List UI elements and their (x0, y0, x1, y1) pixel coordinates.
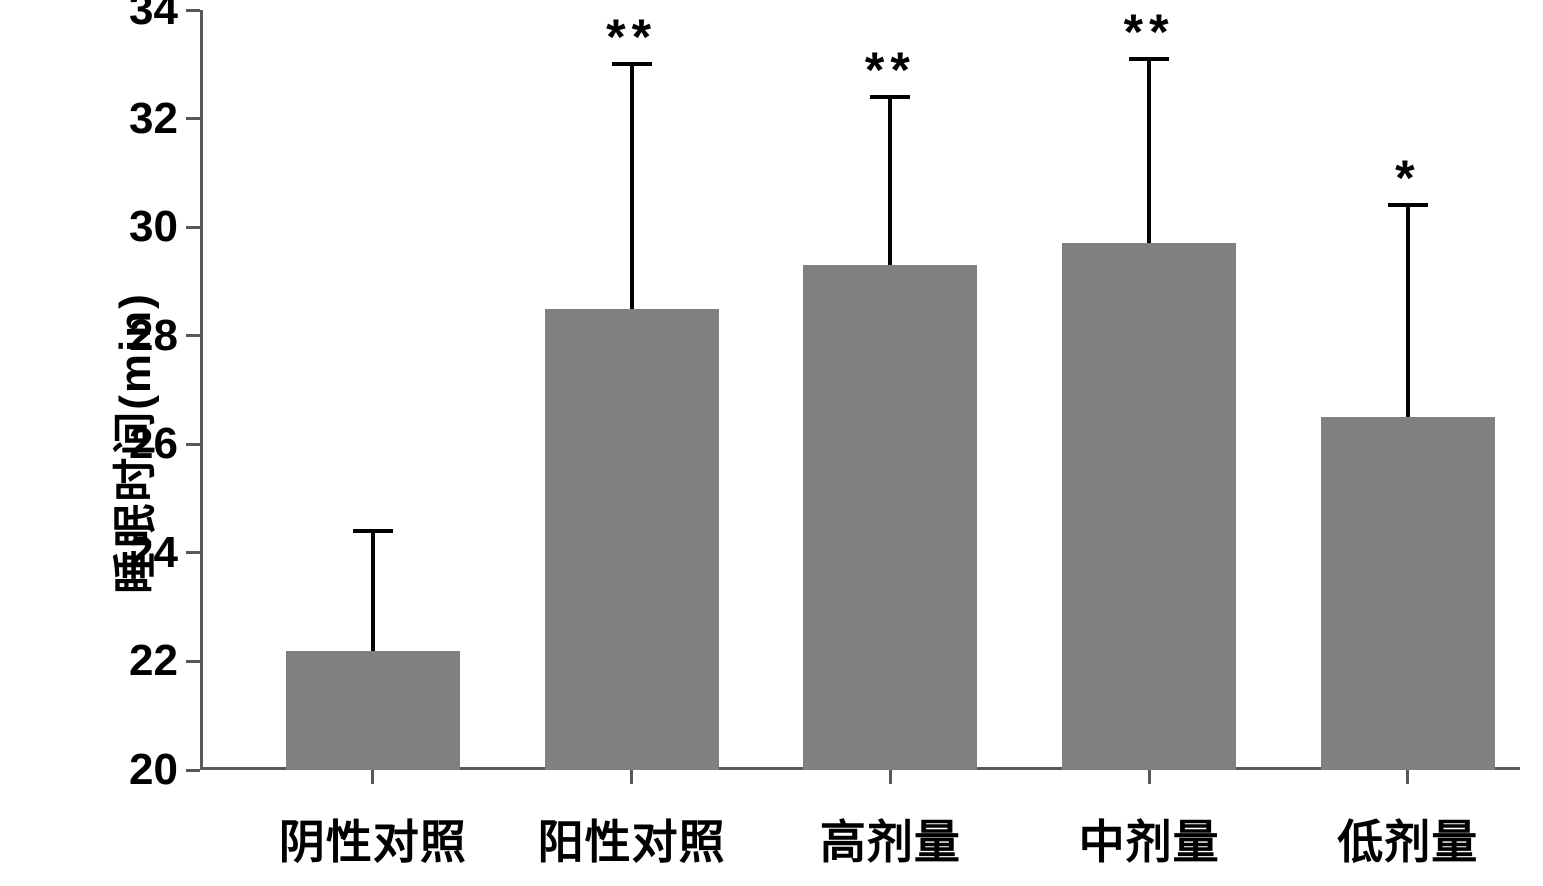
x-category-label: 中剂量 (1079, 806, 1220, 872)
error-bar-cap (353, 529, 393, 533)
y-tick-label: 26 (129, 419, 200, 469)
error-bar-stem (888, 97, 892, 265)
y-tick-label: 32 (129, 94, 200, 144)
error-bar-stem (630, 64, 634, 308)
x-tick (889, 770, 892, 784)
y-tick-label: 22 (129, 636, 200, 686)
significance-mark: ** (606, 8, 657, 66)
significance-mark: * (1395, 149, 1420, 207)
error-bar-stem (371, 531, 375, 650)
chart-container: 睡眠时间(min) 2022242628303234阴性对照**阳性对照**高剂… (0, 0, 1543, 886)
bar (1062, 243, 1236, 770)
bar (545, 309, 719, 770)
bar (803, 265, 977, 770)
y-tick-label: 20 (129, 745, 200, 795)
x-category-label: 阴性对照 (279, 806, 467, 872)
x-tick (630, 770, 633, 784)
x-tick (371, 770, 374, 784)
x-category-label: 阳性对照 (538, 806, 726, 872)
x-category-label: 低剂量 (1337, 806, 1478, 872)
y-tick-label: 24 (129, 528, 200, 578)
significance-mark: ** (865, 41, 916, 99)
plot-area: 2022242628303234阴性对照**阳性对照**高剂量**中剂量*低剂量 (200, 10, 1520, 770)
x-category-label: 高剂量 (820, 806, 961, 872)
error-bar-stem (1406, 205, 1410, 417)
y-tick-label: 28 (129, 311, 200, 361)
x-tick (1148, 770, 1151, 784)
bar (1321, 417, 1495, 770)
x-tick (1406, 770, 1409, 784)
y-tick-label: 34 (129, 0, 200, 35)
y-axis-line (200, 10, 203, 770)
bar (286, 651, 460, 770)
significance-mark: ** (1124, 3, 1175, 61)
y-tick-label: 30 (129, 202, 200, 252)
error-bar-stem (1147, 59, 1151, 244)
